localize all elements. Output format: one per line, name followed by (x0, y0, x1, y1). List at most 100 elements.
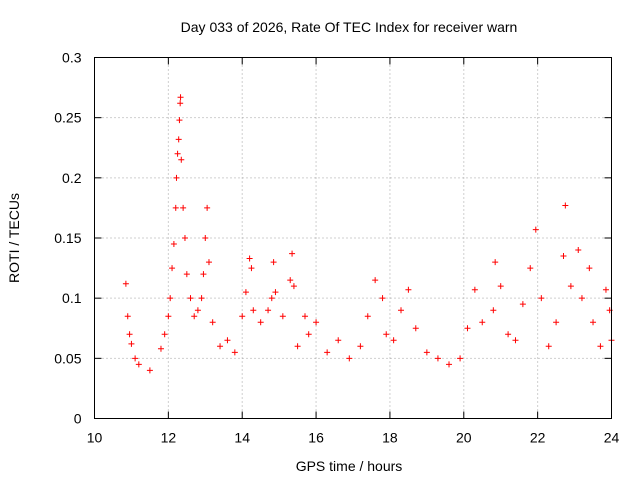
data-point (532, 226, 539, 233)
y-tick-label: 0.25 (54, 110, 81, 126)
data-point (357, 343, 364, 350)
data-point (248, 265, 255, 272)
data-point (289, 250, 296, 257)
data-point (177, 94, 184, 101)
data-point (567, 283, 574, 290)
data-point (177, 100, 184, 107)
data-point (471, 286, 478, 293)
data-point (270, 259, 277, 266)
y-tick-label: 0 (74, 411, 82, 427)
data-point (553, 319, 560, 326)
data-point (398, 307, 405, 314)
data-point (272, 289, 279, 296)
data-point (209, 319, 216, 326)
x-tick-label: 10 (87, 430, 103, 446)
data-point (545, 343, 552, 350)
data-point (538, 295, 545, 302)
data-point (146, 367, 153, 374)
data-point (290, 283, 297, 290)
y-tick-label: 0.15 (54, 230, 81, 246)
x-tick-label: 16 (308, 430, 324, 446)
data-point (231, 349, 238, 356)
data-point (464, 325, 471, 332)
data-point (301, 313, 308, 320)
data-point (512, 337, 519, 344)
data-point (173, 174, 180, 181)
data-point (204, 204, 211, 211)
data-point (242, 289, 249, 296)
data-point (390, 337, 397, 344)
data-point (167, 295, 174, 302)
data-point (124, 313, 131, 320)
data-point (305, 331, 312, 338)
data-point (205, 259, 212, 266)
y-tick-label: 0.2 (62, 170, 82, 186)
data-point (335, 337, 342, 344)
data-point (217, 343, 224, 350)
y-tick-labels: 0 0.05 0.1 0.15 0.2 0.25 0.3 (54, 50, 81, 427)
x-tick-label: 14 (234, 430, 250, 446)
data-point (224, 337, 231, 344)
data-point (257, 319, 264, 326)
data-point (519, 301, 526, 308)
data-point (597, 343, 604, 350)
data-point (200, 271, 207, 278)
data-point (562, 202, 569, 209)
data-point (165, 313, 172, 320)
x-tick-label: 20 (456, 430, 472, 446)
data-point (180, 204, 187, 211)
data-point (364, 313, 371, 320)
data-points (122, 94, 615, 374)
data-point (346, 355, 353, 362)
data-point (490, 307, 497, 314)
x-tick-label: 12 (161, 430, 177, 446)
y-tick-label: 0.1 (62, 290, 82, 306)
y-axis-label: ROTI / TECUs (6, 193, 22, 283)
data-point (183, 271, 190, 278)
y-tick-label: 0.05 (54, 350, 81, 366)
data-point (246, 255, 253, 262)
data-point (172, 204, 179, 211)
data-point (202, 235, 209, 241)
axis-ticks (94, 57, 612, 419)
plot-frame (94, 57, 612, 419)
data-point (250, 307, 257, 314)
data-point (128, 340, 135, 347)
data-point (174, 150, 181, 157)
data-point (412, 325, 419, 332)
grid-lines (94, 57, 612, 419)
data-point (575, 247, 582, 254)
data-point (578, 295, 585, 302)
data-point (423, 349, 430, 356)
data-point (161, 331, 168, 338)
data-point (175, 136, 182, 143)
data-point (187, 295, 194, 302)
data-point (135, 361, 142, 368)
data-point (479, 319, 486, 326)
data-point (446, 361, 453, 368)
x-tick-label: 18 (382, 430, 398, 446)
data-point (383, 331, 390, 338)
data-point (170, 241, 177, 248)
data-point (379, 295, 386, 302)
data-point (313, 319, 320, 326)
data-point (602, 286, 609, 293)
x-tick-label: 22 (530, 430, 546, 446)
y-tick-label: 0.3 (62, 50, 82, 66)
data-point (176, 117, 183, 124)
x-tick-labels: 10 12 14 16 18 20 22 24 (87, 430, 620, 446)
data-point (497, 283, 504, 290)
data-point (434, 355, 441, 362)
data-point (457, 355, 464, 362)
chart-title: Day 033 of 2026, Rate Of TEC Index for r… (181, 19, 518, 35)
data-point (324, 349, 331, 356)
data-point (178, 156, 185, 163)
data-point (279, 313, 286, 320)
data-point (560, 253, 567, 260)
data-point (287, 277, 294, 284)
data-point (268, 295, 275, 302)
data-point (505, 331, 512, 338)
x-tick-label: 24 (604, 430, 620, 446)
data-point (169, 265, 176, 272)
